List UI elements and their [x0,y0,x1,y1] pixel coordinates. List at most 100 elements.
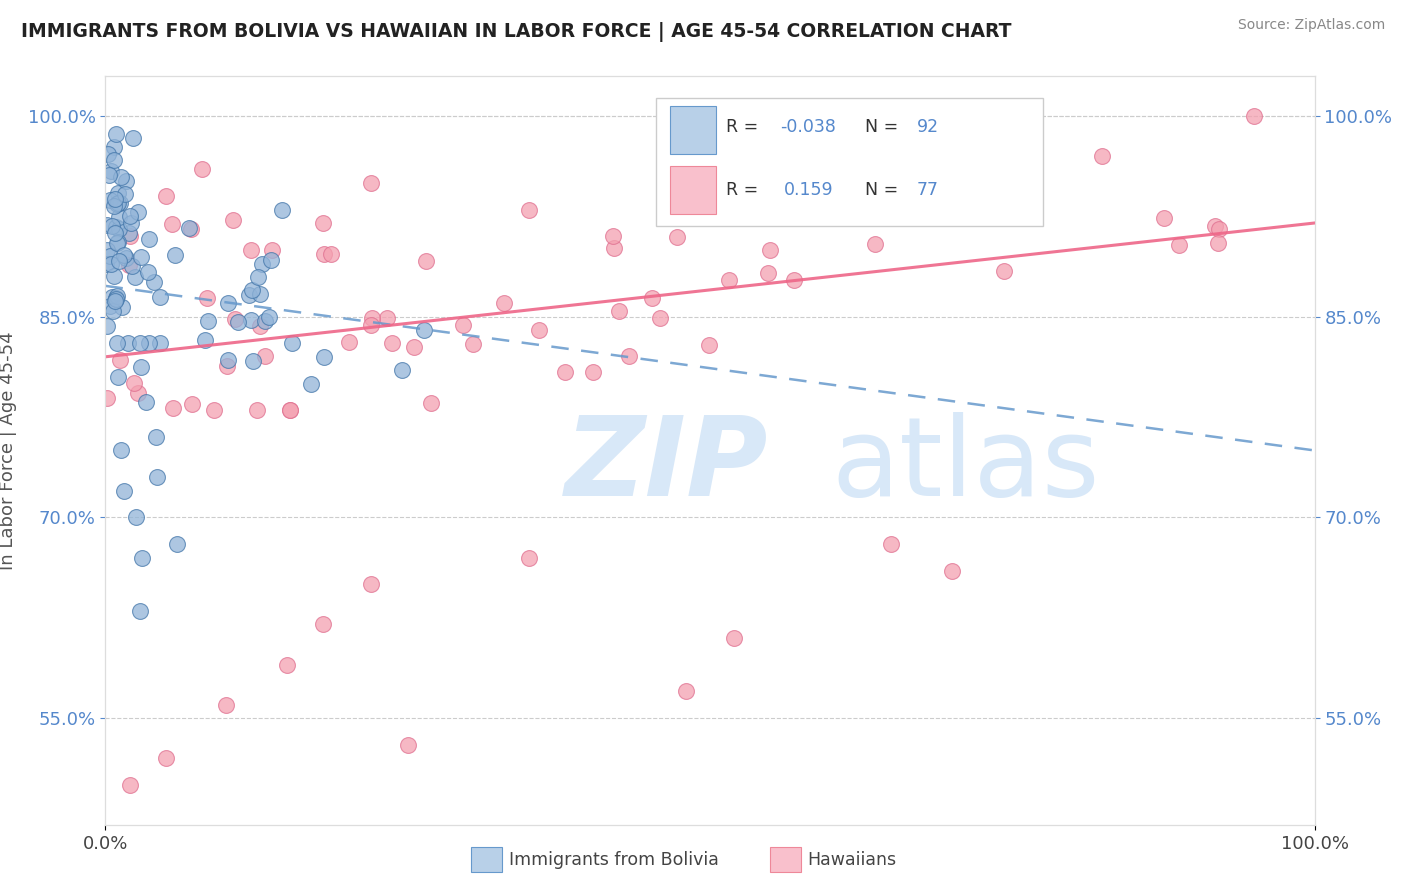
Text: IMMIGRANTS FROM BOLIVIA VS HAWAIIAN IN LABOR FORCE | AGE 45-54 CORRELATION CHART: IMMIGRANTS FROM BOLIVIA VS HAWAIIAN IN L… [21,22,1011,42]
Text: atlas: atlas [831,412,1099,519]
Point [118,778,141,792]
Point [122,376,145,391]
Point [96,391,118,405]
Point [104,220,127,235]
Point [162,401,184,415]
Point [138,336,160,351]
Point [260,253,283,268]
Point [217,353,239,368]
Point [665,230,688,244]
Point [105,127,128,141]
Point [105,235,128,250]
Point [107,186,129,201]
Point [107,370,129,384]
Point [155,751,177,765]
Point [100,257,122,271]
Point [138,265,160,279]
Point [197,313,219,327]
Point [107,235,129,249]
Point [108,222,131,236]
Point [312,216,335,230]
Point [103,153,125,167]
Point [697,337,720,351]
Point [554,365,576,379]
Point [105,335,128,350]
Point [360,577,382,591]
Point [118,229,141,244]
Point [1206,235,1229,250]
Point [101,219,124,233]
Point [413,323,436,337]
FancyBboxPatch shape [655,98,1043,226]
Point [149,336,172,351]
Point [415,254,437,268]
Point [1204,219,1226,233]
Point [419,396,441,410]
Text: N =: N = [865,118,904,136]
Point [254,314,277,328]
Text: Hawaiians: Hawaiians [807,851,896,869]
Point [830,199,852,213]
Point [191,162,214,177]
Point [617,349,640,363]
Point [129,359,152,374]
Point [131,550,153,565]
Point [312,247,335,261]
Point [1243,109,1265,123]
Text: 0.159: 0.159 [783,181,834,199]
Point [226,316,249,330]
Point [242,354,264,368]
Point [180,221,202,235]
Point [105,197,128,211]
Point [111,300,134,314]
Point [759,243,782,257]
Point [603,241,626,255]
Point [143,275,166,289]
Point [517,550,540,565]
Point [166,537,188,551]
Point [782,273,804,287]
Point [675,684,697,698]
Point [94,257,117,271]
Point [607,304,630,318]
Point [723,631,745,645]
Text: 77: 77 [917,181,939,199]
Point [239,243,262,257]
Point [110,443,132,458]
Point [105,288,128,302]
Point [129,250,152,264]
Point [650,310,672,325]
Point [240,312,263,326]
Point [108,254,131,268]
Point [98,193,121,207]
Point [271,202,294,217]
Point [103,268,125,283]
Point [110,169,132,184]
Point [1168,238,1191,252]
Text: R =: R = [725,118,763,136]
Point [105,291,128,305]
Point [114,173,136,187]
Point [863,237,886,252]
Point [96,243,118,257]
Point [361,310,384,325]
Point [1208,221,1230,235]
Point [717,273,740,287]
Point [145,430,167,444]
Point [195,291,218,305]
Point [98,249,121,263]
Point [107,195,129,210]
Point [249,318,271,333]
Point [103,140,125,154]
Point [96,318,118,333]
Point [993,264,1015,278]
Point [451,318,474,332]
Point [97,147,120,161]
Point [194,333,217,347]
Point [254,349,277,363]
Point [104,294,127,309]
Point [114,186,136,201]
Point [149,290,172,304]
Text: 92: 92 [917,118,939,136]
Point [129,335,152,350]
